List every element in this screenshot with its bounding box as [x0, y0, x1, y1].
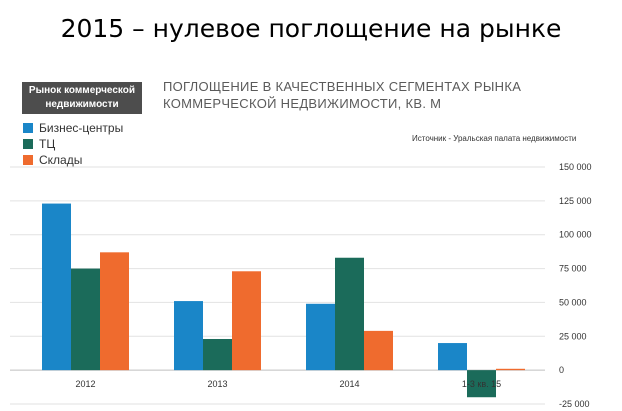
chart-title: ПОГЛОЩЕНИЕ В КАЧЕСТВЕННЫХ СЕГМЕНТАХ РЫНК…	[163, 78, 583, 112]
category-badge: Рынок коммерческой недвижимости	[22, 82, 142, 114]
chart-legend: Бизнес-центры ТЦ Склады	[23, 120, 123, 168]
legend-label-warehouses: Склады	[39, 153, 83, 167]
x-tick-label: 2012	[75, 379, 95, 389]
x-tick-label: 2013	[207, 379, 227, 389]
chart-title-line-2: КОММЕРЧЕСКОЙ НЕДВИЖИМОСТИ, КВ. М	[163, 96, 442, 111]
source-note: Источник - Уральская палата недвижимости	[412, 134, 577, 143]
legend-item-malls: ТЦ	[23, 136, 123, 152]
bar-business-centers-0	[42, 203, 71, 371]
bar-malls-1	[203, 338, 232, 371]
y-tick-label: 150 000	[559, 162, 592, 172]
bar-malls-2	[335, 257, 364, 371]
bar-business-centers-2	[306, 303, 335, 371]
y-tick-label: 125 000	[559, 196, 592, 206]
slide-title: 2015 – нулевое поглощение на рынке	[60, 14, 562, 43]
legend-swatch-business-centers	[23, 123, 33, 133]
legend-item-warehouses: Склады	[23, 152, 123, 168]
bar-warehouses-2	[364, 330, 393, 371]
bar-warehouses-0	[100, 252, 129, 371]
y-tick-label: 100 000	[559, 230, 592, 240]
legend-label-malls: ТЦ	[39, 137, 56, 151]
legend-item-business-centers: Бизнес-центры	[23, 120, 123, 136]
x-tick-label: 1-3 кв. 15	[462, 379, 501, 389]
x-tick-label: 2014	[339, 379, 359, 389]
y-tick-label: -25 000	[559, 399, 590, 409]
bar-malls-0	[71, 268, 100, 371]
chart-title-line-1: ПОГЛОЩЕНИЕ В КАЧЕСТВЕННЫХ СЕГМЕНТАХ РЫНК…	[163, 79, 522, 94]
bar-malls-3	[467, 370, 496, 398]
bar-business-centers-3	[438, 343, 467, 371]
badge-line-1: Рынок коммерческой	[28, 85, 136, 96]
y-tick-label: 75 000	[559, 264, 587, 274]
y-tick-label: 0	[559, 365, 564, 375]
legend-label-business-centers: Бизнес-центры	[39, 121, 124, 135]
y-tick-label: 25 000	[559, 331, 587, 341]
y-tick-label: 50 000	[559, 297, 587, 307]
bar-business-centers-1	[174, 301, 203, 371]
legend-swatch-malls	[23, 139, 33, 149]
bar-warehouses-1	[232, 271, 261, 371]
bar-warehouses-3	[496, 368, 525, 371]
legend-swatch-warehouses	[23, 155, 33, 165]
badge-line-2: недвижимости	[45, 99, 119, 110]
